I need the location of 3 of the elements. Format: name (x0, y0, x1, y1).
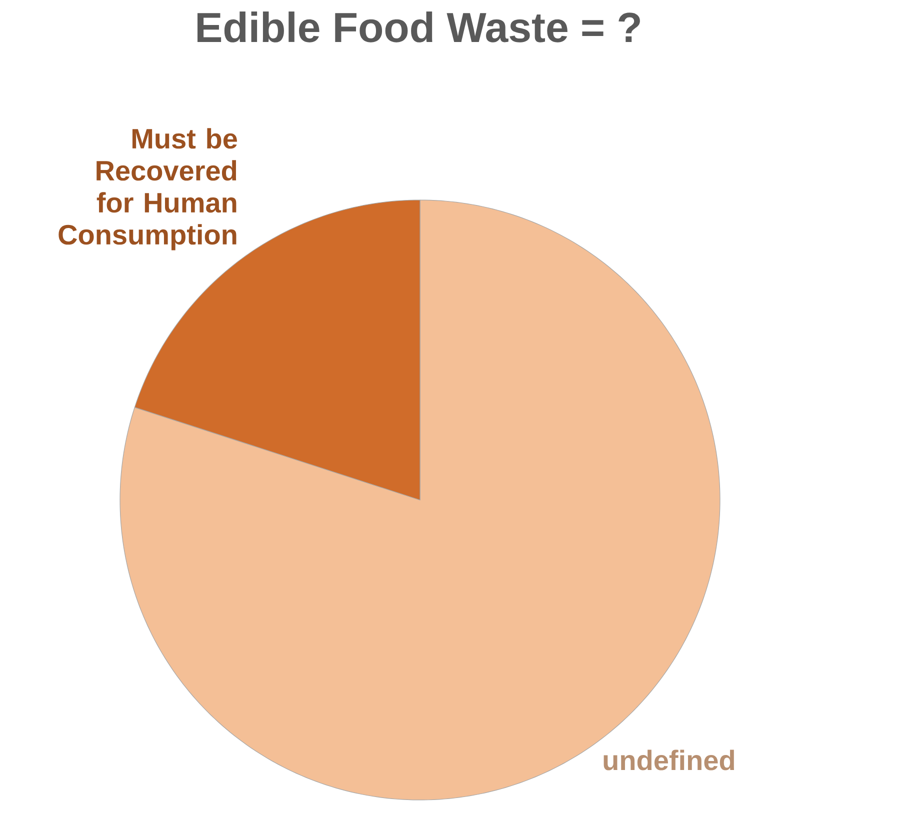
slice-label: Must be Recovered for Human Consumption (58, 128, 237, 250)
slice-label: undefined (604, 750, 734, 770)
chart-title: Edible Food Waste = ? (197, 12, 640, 42)
